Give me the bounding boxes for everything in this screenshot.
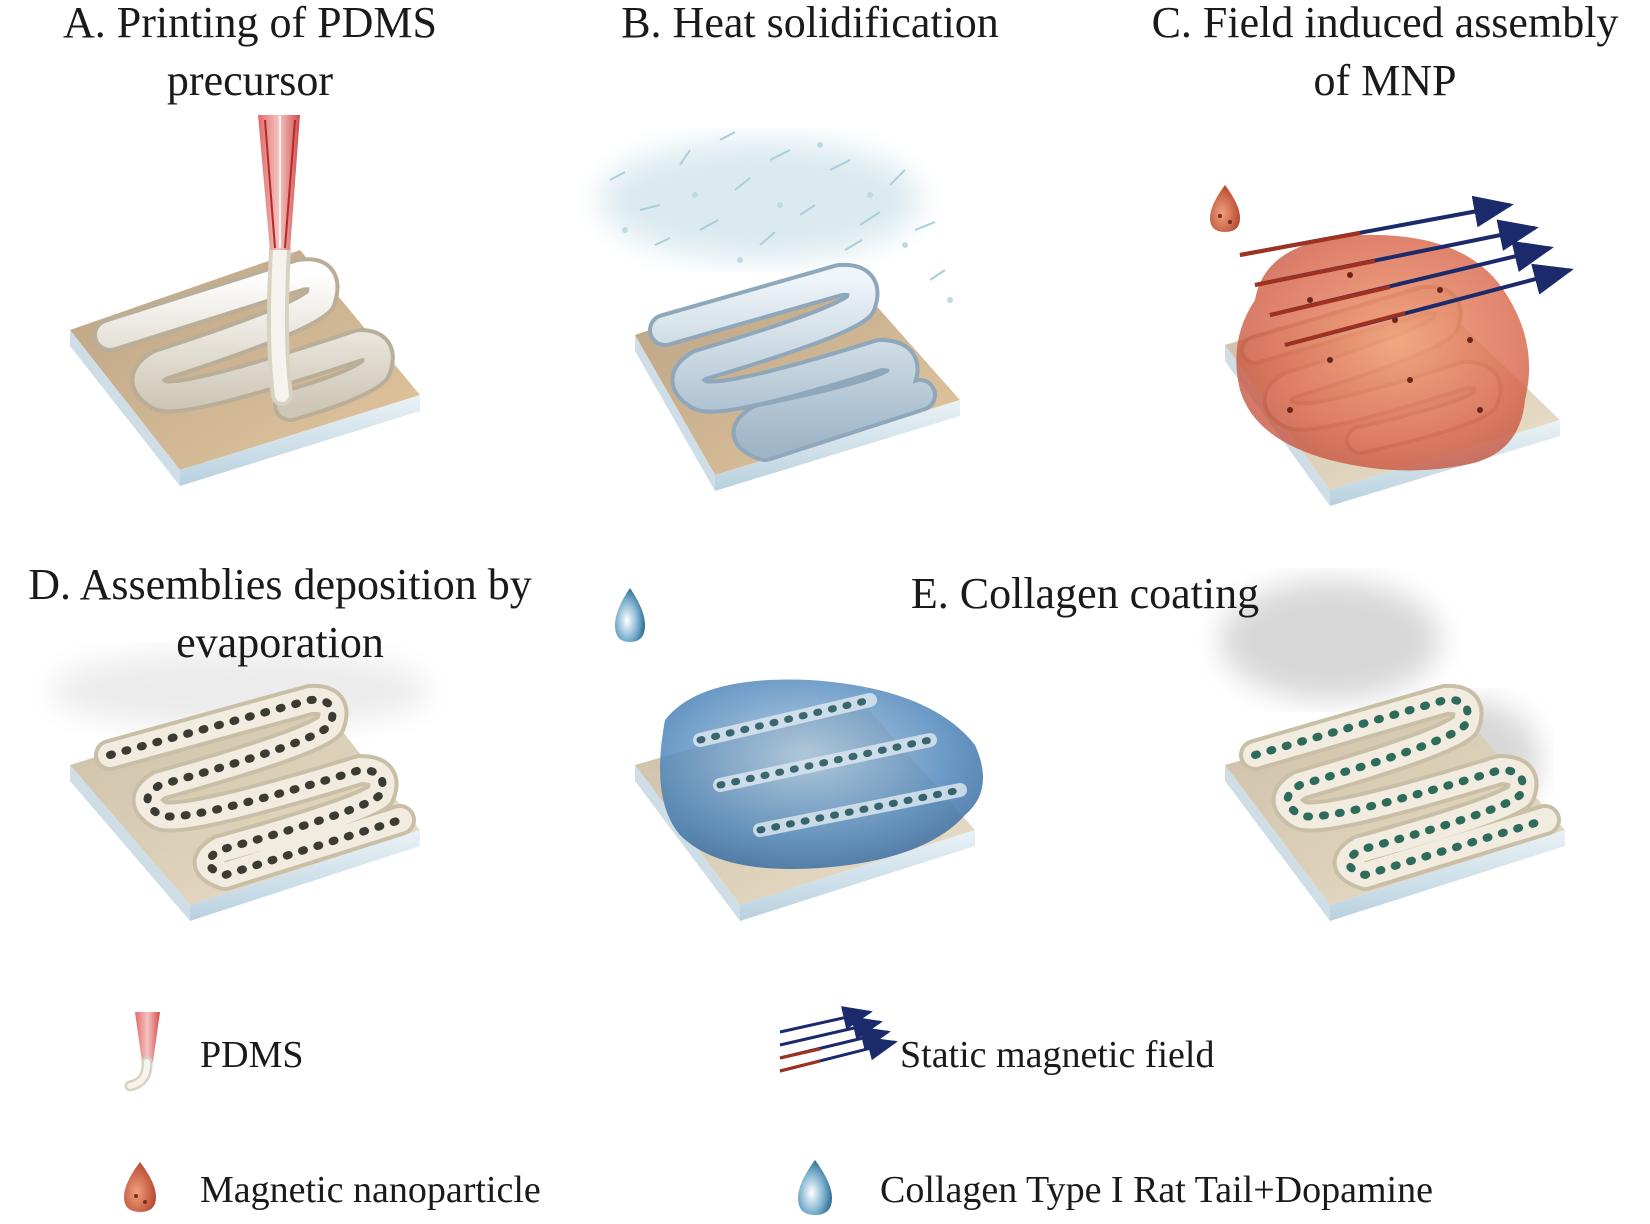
step-b-line1: B. Heat solidification [621, 0, 999, 47]
legend-mnp-label: Magnetic nanoparticle [200, 1169, 541, 1211]
panel-b-illustration [600, 131, 960, 491]
panel-a-illustration [70, 115, 420, 486]
step-e-line1: E. Collagen coating [910, 569, 1260, 618]
pdms-serpentine-d [94, 683, 416, 891]
step-c-label: C. Field induced assembly of MNP [1125, 0, 1645, 110]
panel-c-illustration [1210, 185, 1574, 506]
pdms-serpentine-e2 [1239, 683, 1561, 891]
pdms-serpentine-e [693, 693, 967, 837]
step-c-line2: of MNP [1313, 56, 1457, 105]
step-a-line1: A. Printing of PDMS [62, 0, 438, 47]
step-d-label: D. Assemblies deposition by evaporation [0, 556, 560, 672]
step-a-label: A. Printing of PDMS precursor [35, 0, 465, 110]
pdms-legend-icon [124, 1012, 160, 1092]
mnp-legend-icon [124, 1162, 156, 1212]
legend-field-label: Static magnetic field [900, 1034, 1215, 1076]
printing-nozzle [258, 115, 300, 406]
heat-particles [600, 131, 953, 303]
collagen-drop-e [615, 588, 645, 642]
mnp-drop-c [1210, 185, 1240, 232]
field-legend-icon [779, 1006, 898, 1073]
magnetic-field-arrows-c [1239, 195, 1574, 347]
panel-e-result-illustration [1220, 580, 1565, 921]
step-e-label: E. Collagen coating [880, 565, 1290, 623]
pdms-serpentine-a [93, 257, 395, 422]
step-a-line2: precursor [166, 56, 334, 105]
mnp-droplet-blob [1236, 234, 1530, 471]
pdms-serpentine-b [648, 262, 937, 462]
legend-pdms-label: PDMS [200, 1034, 304, 1076]
step-d-line1: D. Assemblies deposition by [28, 560, 532, 609]
panel-e-coating-illustration [615, 588, 983, 921]
collagen-legend-icon [798, 1160, 832, 1215]
step-d-line2: evaporation [176, 618, 384, 667]
panel-d-illustration [50, 650, 430, 921]
step-c-line1: C. Field induced assembly [1151, 0, 1619, 47]
step-b-label: B. Heat solidification [590, 0, 1030, 52]
legend-collagen-label: Collagen Type I Rat Tail+Dopamine [880, 1169, 1433, 1211]
